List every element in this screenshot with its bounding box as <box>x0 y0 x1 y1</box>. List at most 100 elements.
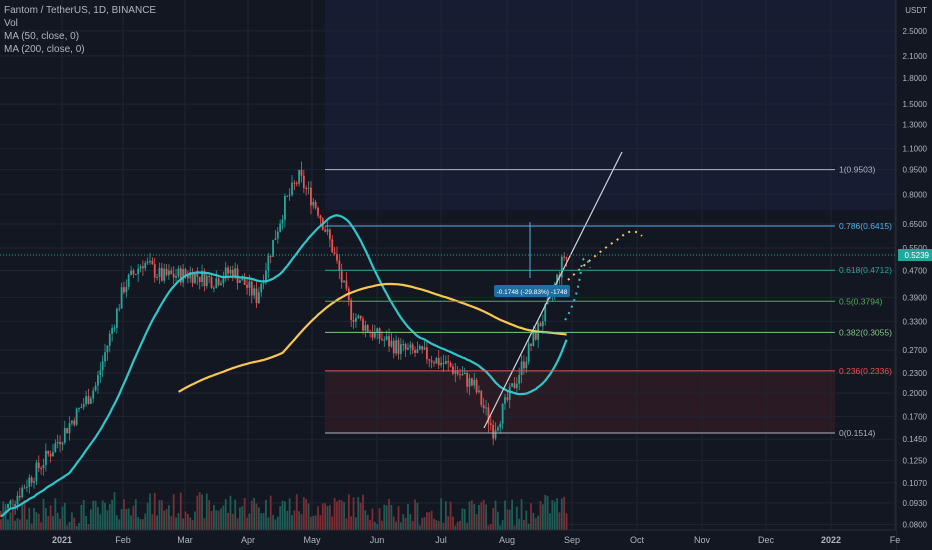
candle-body <box>279 223 282 232</box>
volume-bar <box>40 522 43 530</box>
fib-level-label: 0.382(0.3055) <box>839 327 892 337</box>
volume-bar <box>423 517 426 530</box>
volume-bar <box>113 492 116 530</box>
measure-label: -0.1748 (-29.83%) -1748 <box>497 289 568 296</box>
volume-bar <box>276 516 279 530</box>
candle-body <box>399 344 402 354</box>
candle-body <box>293 182 296 184</box>
candle-body <box>298 169 300 184</box>
time-axis <box>0 530 896 550</box>
price-tick-label: 0.4700 <box>903 267 928 276</box>
volume-bar <box>16 518 19 530</box>
volume-bar <box>411 521 414 530</box>
volume-bar <box>118 519 121 530</box>
candle-body <box>160 267 163 281</box>
ma200-indicator-label[interactable]: MA (200, close, 0) <box>4 44 85 55</box>
volume-bar <box>456 521 459 530</box>
shaded-region <box>325 0 896 210</box>
candle-body <box>59 441 61 445</box>
volume-bar <box>151 514 154 530</box>
candle-body <box>21 487 24 498</box>
volume-bar <box>338 499 341 530</box>
volume-bar <box>104 502 106 530</box>
volume-bar <box>89 509 92 530</box>
volume-bar <box>416 502 419 530</box>
candle-body <box>473 379 476 386</box>
candle-body <box>421 345 424 350</box>
candle-body <box>262 282 265 284</box>
volume-bar <box>175 517 177 530</box>
volume-bar <box>430 510 433 530</box>
volume-bar <box>489 523 492 530</box>
volume-bar <box>468 501 471 530</box>
candle-body <box>511 383 513 387</box>
candle-body <box>92 390 95 399</box>
candle-body <box>440 362 442 366</box>
chart-legend: Fantom / TetherUS, 1D, BINANCE Vol MA (5… <box>4 4 156 56</box>
candle-body <box>480 390 483 406</box>
candle-body <box>125 286 128 293</box>
volume-bar <box>257 507 260 530</box>
candle-body <box>485 407 487 409</box>
price-tick-label: 1.1000 <box>903 145 928 154</box>
candle-body <box>291 182 293 195</box>
volume-bar <box>284 501 286 530</box>
candle-body <box>456 370 459 375</box>
volume-bar <box>210 510 213 530</box>
candle-body <box>229 269 232 274</box>
candle-body <box>56 441 59 444</box>
volume-bar <box>0 519 2 530</box>
volume-bar <box>156 515 158 530</box>
volume-bar <box>101 500 104 530</box>
volume-bar <box>279 506 282 530</box>
volume-bar <box>558 512 561 530</box>
candle-body <box>97 375 99 386</box>
time-tick-label: Mar <box>177 535 193 545</box>
fib-level-label: 0.5(0.3794) <box>839 296 883 306</box>
candle-body <box>203 270 206 286</box>
candle-body <box>194 272 196 284</box>
volume-bar <box>402 514 405 530</box>
volume-bar <box>440 498 442 530</box>
candle-body <box>336 253 338 261</box>
volume-bar <box>137 517 140 530</box>
vol-indicator-label[interactable]: Vol <box>4 18 18 29</box>
volume-bar <box>59 518 61 530</box>
volume-bar <box>444 501 447 530</box>
symbol-title[interactable]: Fantom / TetherUS, 1D, BINANCE <box>4 5 157 16</box>
candle-body <box>224 267 227 279</box>
candle-body <box>52 452 54 457</box>
candle-body <box>104 352 106 362</box>
candle-body <box>284 195 286 220</box>
candle-body <box>340 271 343 283</box>
candle-body <box>172 273 175 278</box>
volume-bar <box>520 499 523 530</box>
volume-bar <box>99 514 102 530</box>
candle-body <box>246 284 248 288</box>
volume-bar <box>345 518 348 530</box>
candle-body <box>260 283 263 293</box>
candle-body <box>532 332 535 346</box>
candle-body <box>402 344 405 346</box>
volume-bar <box>272 514 274 530</box>
volume-bar <box>340 500 343 530</box>
price-tick-label: 2.5000 <box>903 27 928 36</box>
volume-bar <box>127 508 130 530</box>
volume-bar <box>513 525 516 530</box>
volume-bar <box>541 504 544 530</box>
volume-bar <box>229 495 232 530</box>
candle-body <box>525 361 528 369</box>
volume-bar <box>142 519 144 530</box>
volume-bar <box>298 511 300 530</box>
currency-box <box>898 2 930 16</box>
volume-bar <box>454 525 457 530</box>
ma50-indicator-label[interactable]: MA (50, close, 0) <box>4 31 80 42</box>
volume-bar <box>449 501 452 530</box>
volume-bar <box>556 498 558 530</box>
volume-bar <box>246 517 248 530</box>
volume-bar <box>201 494 203 530</box>
volume-bar <box>125 508 128 530</box>
volume-bar <box>395 521 398 530</box>
candle-body <box>182 269 185 283</box>
